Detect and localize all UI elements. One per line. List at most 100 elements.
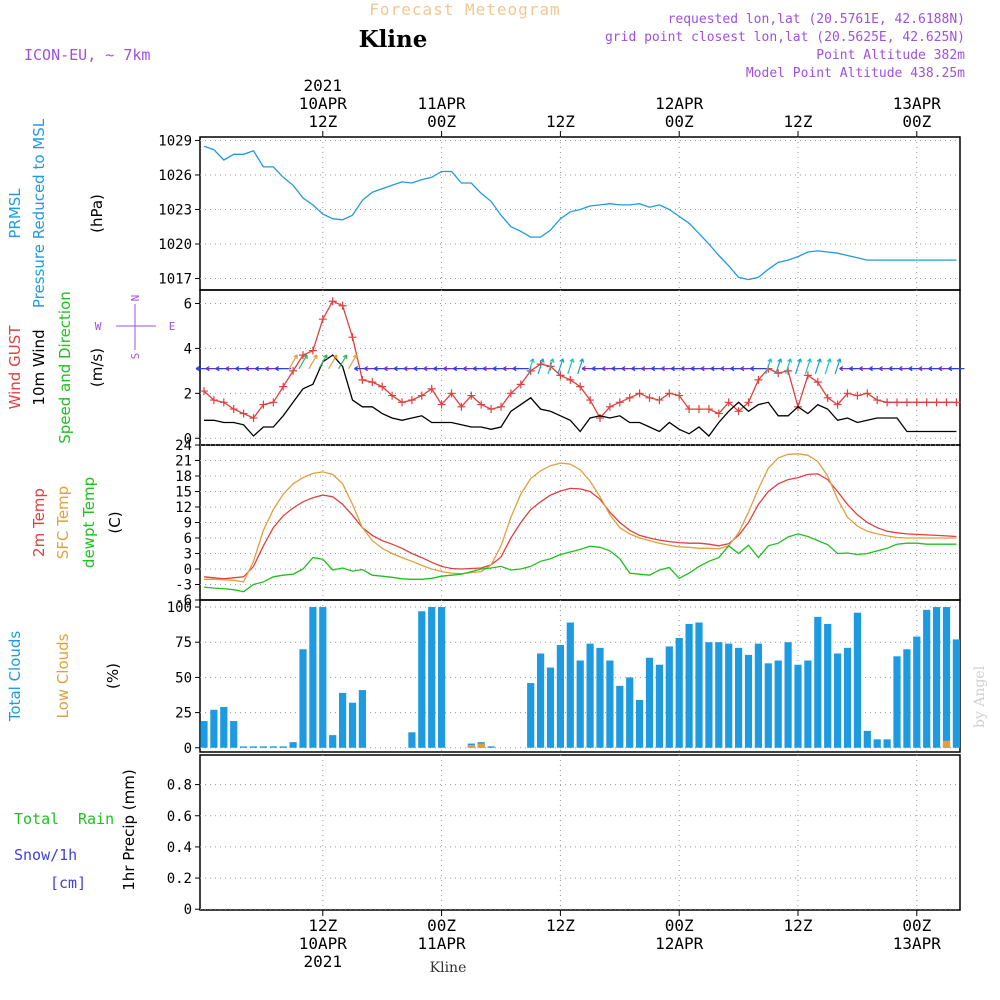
ytick-label: -3 (175, 578, 192, 594)
bar-total-clouds (655, 664, 663, 748)
time-label-bottom: 11APR (418, 934, 467, 953)
time-label-top: 12Z (308, 112, 337, 131)
bar-total-clouds (586, 643, 594, 748)
gust-point (942, 398, 951, 407)
time-label-bottom: 12Z (546, 916, 575, 935)
ylabel: Pressure Reduced to MSL (30, 118, 48, 308)
wind-arrow-icon (338, 354, 348, 370)
time-label-top: 2021 (304, 76, 343, 95)
bar-total-clouds (843, 647, 852, 748)
bar-total-clouds (923, 609, 931, 748)
bar-total-clouds (883, 739, 891, 748)
ylabel: (%) (104, 663, 122, 689)
ytick-label: 1017 (158, 271, 192, 287)
ytick-label: 1023 (158, 202, 192, 218)
wind-arrow-icon (948, 366, 965, 372)
time-label-bottom: 12Z (784, 916, 813, 935)
gust-point (457, 402, 466, 411)
bar-total-clouds (933, 607, 941, 748)
gust-point (556, 371, 565, 380)
bar-total-clouds (269, 746, 277, 748)
wind-arrow-icon (288, 354, 298, 370)
ytick-label: 1020 (158, 237, 192, 253)
gust-point (516, 380, 525, 389)
wind-arrow-icon (557, 358, 565, 375)
gust-point (269, 398, 278, 407)
bar-total-clouds (220, 706, 228, 748)
ytick-label: 12 (175, 500, 192, 516)
wind-arrow-icon (785, 358, 793, 375)
gust-point (328, 297, 337, 306)
wind-arrow-icon (567, 358, 575, 375)
bar-total-clouds (873, 739, 881, 748)
bar-total-clouds (725, 643, 733, 748)
bar-total-clouds (289, 742, 297, 748)
time-label-bottom: 10APR (299, 934, 348, 953)
gust-point (487, 405, 496, 414)
wind-arrow-icon (347, 354, 358, 370)
time-label-top: 12Z (784, 112, 813, 131)
panels: 1017 1020 1023 1026 1029 PRMSL Pressure Reduce… (6, 118, 965, 918)
watermark: by Angel (972, 665, 988, 728)
bar-total-clouds (546, 667, 555, 748)
bar-total-clouds (893, 656, 901, 748)
ylabel: (hPa) (88, 194, 106, 233)
ylabel: dewpt Temp (80, 477, 98, 568)
wind-arrow-icon (318, 354, 328, 370)
bar-total-clouds (665, 646, 673, 748)
compass-n: N (129, 295, 142, 302)
panel-wind: 0 2 4 6 Wind GUST 10m Wind Speed and Direction… (6, 289, 965, 447)
top-title: Forecast Meteogram (369, 0, 560, 19)
bar-total-clouds (784, 642, 792, 748)
gust-point (635, 389, 644, 398)
gust-point (724, 398, 733, 407)
bar-total-clouds (804, 660, 812, 748)
gust-point (912, 398, 921, 407)
bar-total-clouds (636, 699, 644, 748)
bar-total-clouds (754, 643, 762, 748)
wind-arrow-icon (547, 358, 555, 375)
time-label-top: 00Z (665, 112, 694, 131)
ytick-label: 0 (184, 431, 192, 447)
time-label-top: 12Z (546, 112, 575, 131)
gust-point (695, 405, 703, 414)
gust-point (744, 398, 753, 407)
gust-point (259, 400, 268, 409)
gust-point (655, 396, 664, 405)
ytick-label: 50 (175, 670, 192, 686)
ytick-label: 0.2 (167, 871, 192, 887)
grid-point-coords: grid point closest lon,lat (20.5625E, 42… (605, 30, 965, 45)
ytick-label: 25 (175, 706, 192, 722)
ylabel: PRMSL (6, 188, 24, 239)
gust-point (289, 366, 298, 375)
gust-point (566, 375, 575, 384)
gust-point (625, 393, 634, 402)
gust-point (437, 400, 446, 409)
gust-point (427, 384, 436, 393)
ytick-label: -6 (175, 593, 192, 609)
bar-total-clouds (299, 649, 307, 748)
bar-total-clouds (576, 660, 584, 748)
bar-total-clouds (329, 735, 337, 748)
bar-total-clouds (913, 636, 921, 748)
gust-point (219, 398, 228, 407)
bar-total-clouds (309, 607, 317, 748)
gust-point (239, 409, 248, 418)
compass-s: S (129, 353, 142, 360)
bar-total-clouds (487, 746, 495, 748)
gust-point (922, 398, 931, 407)
ytick-label: 2 (184, 386, 192, 402)
time-label-bottom: 00Z (665, 916, 694, 935)
bar-total-clouds (675, 638, 683, 748)
gust-point (447, 389, 456, 398)
bar-total-clouds (764, 663, 772, 748)
bar-total-clouds (319, 607, 327, 748)
ytick-label: 0 (184, 902, 192, 918)
gust-point (586, 396, 595, 405)
bar-low-clouds (467, 744, 475, 748)
gust-point (932, 398, 941, 407)
gust-point (467, 391, 476, 400)
ylabel: Total (14, 810, 59, 828)
gust-point (209, 396, 218, 405)
